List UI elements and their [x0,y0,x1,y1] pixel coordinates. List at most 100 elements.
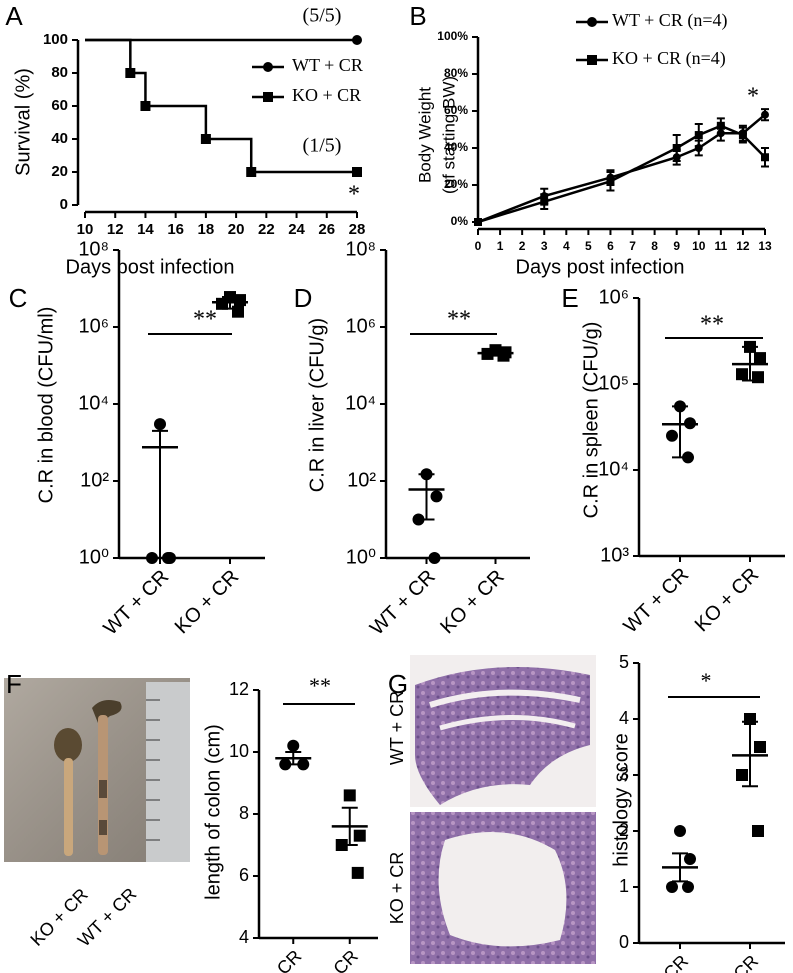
y-tick-label: 4 [239,927,249,947]
x-tick-label: 10 [692,239,706,253]
y-tick-label: 10² [347,469,376,491]
y-tick-label: 10⁶ [346,315,376,337]
y-tick-label: 60 [51,97,68,114]
data-point [606,177,615,186]
data-point [232,305,244,318]
annotation: ** [309,673,331,698]
data-point [752,371,764,384]
y-tick-label: 10⁰ [79,546,109,568]
x-tick-label: 10 [77,221,94,238]
data-point [481,347,494,360]
x-tick-label: 12 [107,221,124,238]
data-point [287,739,300,752]
x-tick-label: 7 [629,239,636,253]
x-tick-label: WT + CR [239,946,306,973]
x-tick-label: 9 [673,239,680,253]
data-point [761,153,769,162]
y-tick-label: 100 [43,31,68,48]
x-tick-label: 28 [349,221,366,238]
annotation: (1/5) [303,135,342,157]
y-axis-label: Survival (%) [12,68,34,176]
y-tick-label: 40% [444,140,468,154]
legend-label: KO + CR (n=4) [612,48,726,69]
data-point [752,825,764,837]
y-tick-label: 20% [444,177,468,191]
annotation: ** [447,307,471,333]
data-point [335,839,348,851]
data-point [682,451,694,464]
x-tick-label: 16 [167,221,184,238]
y-axis-label: C.R in spleen (CFU/g) [580,322,602,519]
y-tick-label: 10⁶ [599,286,629,308]
data-point [146,552,158,564]
x-tick-label: 12 [736,239,750,253]
data-point [297,758,310,771]
data-point [716,121,725,130]
x-tick-label: KO + CR [171,566,244,639]
colon-photo [4,678,190,862]
x-tick-label: 11 [715,239,728,253]
data-point [162,552,174,564]
y-tick-label: 0 [60,196,68,213]
legend-marker [263,92,273,102]
x-tick-label: 2 [519,239,526,253]
y-tick-label: 80 [51,64,68,81]
data-point [353,829,366,842]
data-point [694,131,703,140]
data-point [684,853,696,865]
x-tick-label: 24 [288,221,305,238]
y-axis-label: Body Weight [415,87,434,183]
data-point [216,297,228,310]
data-point [352,35,362,45]
x-tick-label: 4 [563,239,570,253]
data-point [754,741,766,753]
y-tick-label: 0 [619,932,629,952]
x-tick-label: KO + CR [697,951,762,973]
annotation: ** [700,312,724,338]
annotation: ** [193,307,217,333]
y-tick-label: 10⁵ [598,372,629,394]
y-tick-label: 20 [51,163,68,180]
panel-label: C [9,283,28,313]
data-point [497,349,510,362]
y-tick-label: 12 [229,679,249,699]
annotation: * [701,668,712,693]
data-point [352,167,362,177]
data-point [343,789,356,802]
panel-label: F [6,669,22,699]
x-tick-label: 14 [137,221,154,238]
x-tick-label: 13 [758,239,772,253]
data-point [744,340,756,353]
data-point [430,490,443,503]
y-axis-label: C.R in blood (CFU/ml) [35,307,57,504]
x-tick-label: 1 [497,239,504,253]
x-tick-label: 0 [475,239,482,253]
data-point [761,110,769,119]
data-point [234,294,246,307]
data-point [420,468,433,481]
panel-label: A [5,1,23,31]
legend-marker [587,17,597,27]
y-tick-label: 4 [619,708,629,728]
y-tick-label: 0% [451,214,469,228]
y-tick-label: 10 [229,741,249,761]
x-tick-label: 6 [607,239,614,253]
x-tick-label: 26 [318,221,335,238]
y-tick-label: 10⁶ [79,315,109,337]
image-label: WT + CR [387,691,407,765]
data-point [744,713,756,725]
y-tick-label: 8 [239,803,249,823]
x-tick-label: WT + CR [626,951,693,973]
series-line [85,38,357,174]
data-point [666,881,678,893]
data-point [738,131,747,140]
data-point [736,769,748,781]
y-tick-label: 2 [619,820,629,840]
legend-label: WT + CR [292,55,363,75]
x-tick-label: 3 [541,239,548,253]
y-axis-label: length of colon (cm) [202,724,224,900]
data-point [474,218,482,226]
legend-label: KO + CR [292,85,361,105]
data-point [736,368,748,381]
